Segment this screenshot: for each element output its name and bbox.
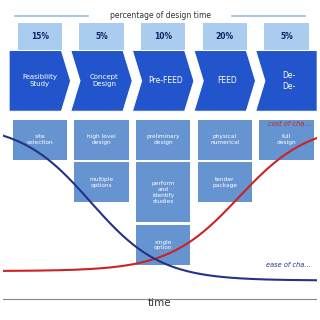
FancyBboxPatch shape xyxy=(136,225,190,265)
Text: full
design: full design xyxy=(276,134,296,145)
Text: 15%: 15% xyxy=(31,32,49,41)
Text: 5%: 5% xyxy=(95,32,108,41)
Polygon shape xyxy=(71,51,132,111)
Polygon shape xyxy=(132,51,194,111)
Text: time: time xyxy=(148,298,172,308)
Text: perform
and
identify
studies: perform and identify studies xyxy=(151,181,175,204)
Text: 10%: 10% xyxy=(154,32,172,41)
FancyBboxPatch shape xyxy=(13,120,67,160)
Text: single
option: single option xyxy=(154,239,172,250)
Text: Concept
Design: Concept Design xyxy=(90,74,119,87)
FancyBboxPatch shape xyxy=(141,23,185,51)
Text: Feasibility
Study: Feasibility Study xyxy=(22,74,57,87)
FancyBboxPatch shape xyxy=(74,120,129,160)
FancyBboxPatch shape xyxy=(18,23,62,51)
Text: 20%: 20% xyxy=(216,32,234,41)
FancyBboxPatch shape xyxy=(198,162,252,202)
Text: Pre-FEED: Pre-FEED xyxy=(148,76,183,85)
FancyBboxPatch shape xyxy=(198,120,252,160)
Polygon shape xyxy=(9,51,71,111)
Text: percentage of design time: percentage of design time xyxy=(109,12,211,20)
Text: De-
De-: De- De- xyxy=(283,71,296,91)
Text: site
selection: site selection xyxy=(27,134,53,145)
FancyBboxPatch shape xyxy=(74,162,129,202)
FancyBboxPatch shape xyxy=(203,23,247,51)
Text: preliminary
design: preliminary design xyxy=(146,134,180,145)
Text: tender
package: tender package xyxy=(212,177,237,188)
Text: FEED: FEED xyxy=(218,76,237,85)
Text: high level
design: high level design xyxy=(87,134,116,145)
Text: 5%: 5% xyxy=(280,32,293,41)
Text: cost of cha…: cost of cha… xyxy=(268,121,311,127)
FancyBboxPatch shape xyxy=(79,23,124,51)
FancyBboxPatch shape xyxy=(136,162,190,222)
Text: ease of cha…: ease of cha… xyxy=(266,262,311,268)
FancyBboxPatch shape xyxy=(259,120,314,160)
FancyBboxPatch shape xyxy=(264,23,308,51)
Text: physical
numerical: physical numerical xyxy=(210,134,239,145)
Text: multiple
options: multiple options xyxy=(90,177,114,188)
FancyBboxPatch shape xyxy=(136,120,190,160)
Polygon shape xyxy=(194,51,256,111)
Polygon shape xyxy=(256,51,317,111)
